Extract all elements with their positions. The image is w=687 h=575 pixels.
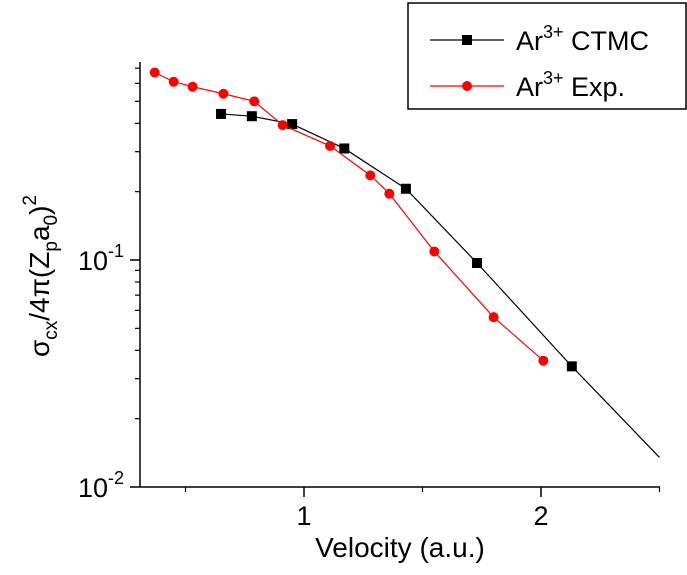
series-exp [149,67,549,366]
data-point [339,143,350,154]
legend-box [407,2,687,110]
y-tick-label: 10-1 [78,241,124,276]
x-axis-title: Velocity (a.u.) [315,532,485,563]
y-axis-title: σcx/4π(Zpa0)2 [20,195,62,357]
legend-marker-ctmc [462,35,472,45]
data-point [168,76,179,87]
axis-ticks [130,67,661,497]
series-ctmc [216,108,660,458]
legend-label-exp: Ar3+ Exp. [516,68,625,102]
series-line [154,71,544,362]
data-point [246,111,257,122]
data-point [216,108,227,119]
data-point [187,81,198,92]
legend: Ar3+ CTMC Ar3+ Exp. [407,2,687,110]
data-point [400,183,411,194]
data-point [429,246,440,257]
data-point [287,119,298,130]
data-point [325,140,336,151]
data-point [488,312,499,323]
data-point [249,96,260,107]
legend-entry-ctmc: Ar3+ CTMC [430,22,649,56]
data-point [384,188,395,199]
data-point [365,170,376,181]
legend-entry-exp: Ar3+ Exp. [430,68,625,102]
data-point [538,355,549,366]
y-tick-label: 10-2 [78,468,124,503]
data-point [149,67,160,78]
data-point [277,120,288,131]
legend-marker-exp [462,81,472,91]
series-line [221,113,660,458]
data-point [472,258,483,269]
x-tick-label: 2 [533,501,548,531]
legend-label-ctmc: Ar3+ CTMC [516,22,649,56]
data-point [218,88,229,99]
axis-tick-labels: 1 2 10-1 10-2 [78,241,549,531]
data-point [566,361,577,372]
x-tick-label: 1 [296,501,311,531]
plot-frame [139,62,660,488]
series-layer [149,67,660,458]
